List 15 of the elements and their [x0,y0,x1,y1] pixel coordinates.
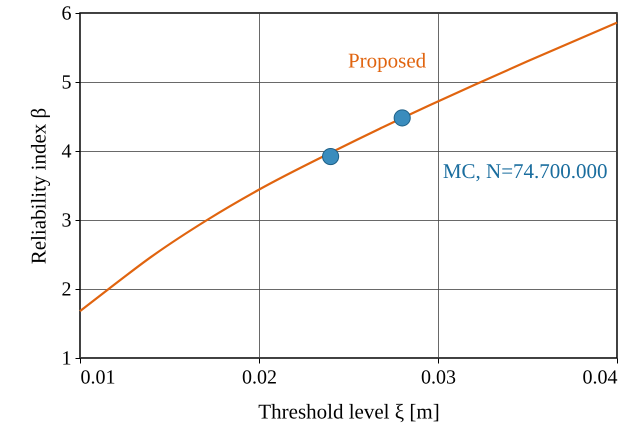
line-series [78,22,618,312]
text: MC, N=74.700.000 [442,158,608,183]
y-tick-label: 6 [62,2,72,24]
y-tick-label: 1 [62,348,72,370]
x-axis-title: Threshold level ξ [m] [258,400,440,424]
x-tick-label: 0.04 [582,366,618,388]
y-axis-title: Reliability index β [26,108,50,264]
x-tick-label: 0.03 [421,366,456,388]
x-tick-label: 0.02 [242,366,277,388]
y-tick-label: 2 [62,278,72,300]
x-tick-label: 0.01 [80,366,116,388]
y-tick-label: 5 [62,72,72,94]
series-label: Proposed [348,48,427,72]
y-tick-label: 4 [62,140,72,162]
y-tick-label: 3 [62,210,72,232]
